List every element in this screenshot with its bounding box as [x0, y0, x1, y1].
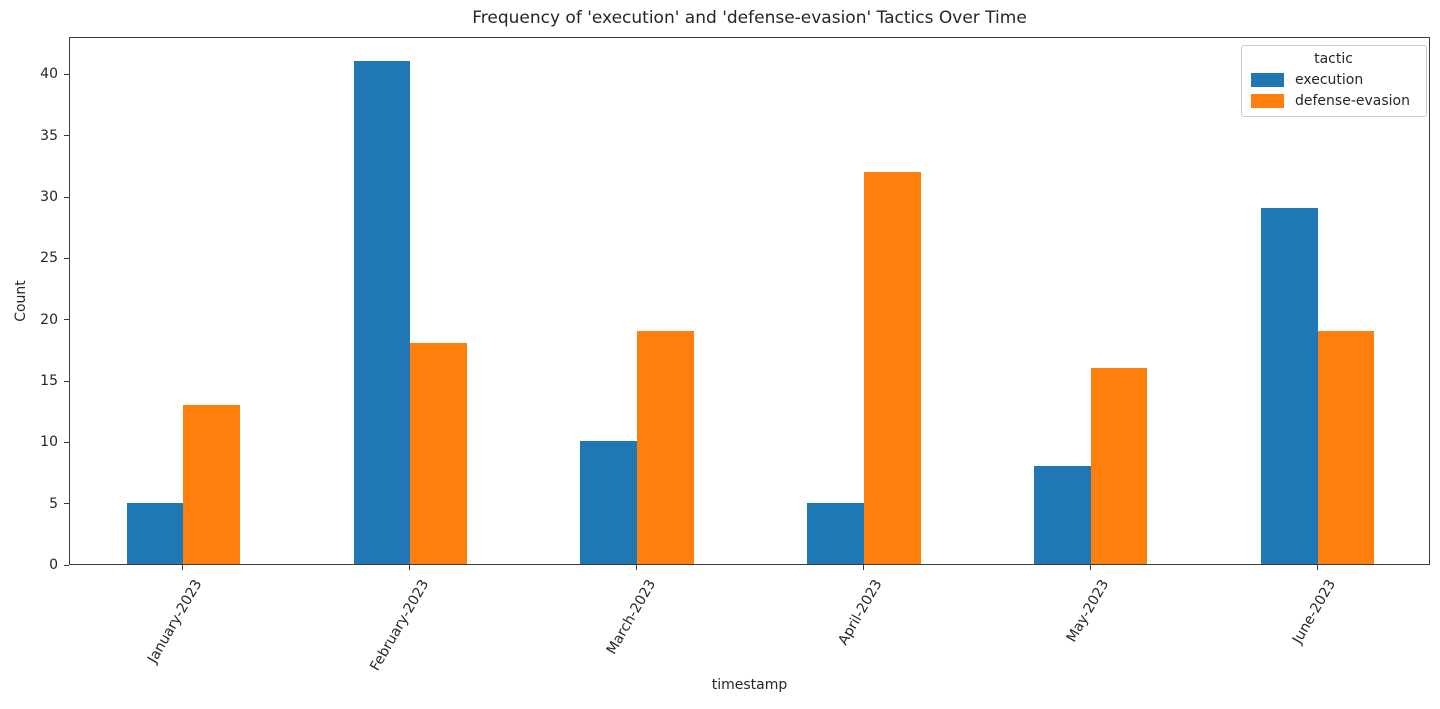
bar-execution-June-2023 [1260, 208, 1318, 564]
bar-execution-March-2023 [580, 441, 638, 564]
x-tick-mark [1316, 565, 1318, 570]
x-tick-label: February-2023 [367, 577, 433, 674]
bar-defense-evasion-May-2023 [1090, 367, 1148, 564]
y-tick-mark [64, 73, 69, 75]
x-tick-mark [182, 565, 184, 570]
legend-swatch-defense-evasion [1251, 94, 1284, 108]
bar-execution-January-2023 [126, 502, 184, 564]
x-tick-mark [409, 565, 411, 570]
y-tick-label: 30 [40, 189, 58, 206]
y-tick-mark [64, 257, 69, 259]
plot-area [69, 37, 1430, 565]
y-tick-label: 0 [49, 557, 58, 573]
bar-execution-April-2023 [807, 502, 864, 564]
y-tick-label: 40 [40, 66, 58, 83]
y-tick-mark [64, 135, 69, 137]
y-tick-mark [64, 441, 69, 443]
legend-swatch-execution [1251, 73, 1284, 87]
y-tick-mark [64, 319, 69, 321]
legend-label: execution [1295, 72, 1364, 88]
y-tick-mark [64, 196, 69, 198]
x-tick-label: June-2023 [1290, 577, 1340, 647]
x-tick-mark [636, 565, 638, 570]
legend-label: defense-evasion [1295, 93, 1410, 109]
y-tick-label: 35 [40, 127, 58, 144]
legend-title: tactic [1314, 51, 1353, 67]
bar-defense-evasion-February-2023 [410, 343, 467, 564]
y-tick-label: 5 [49, 495, 58, 512]
x-tick-label: May-2023 [1064, 577, 1113, 646]
legend: tactic execution defense-evasion [1241, 45, 1427, 117]
y-tick-label: 20 [40, 311, 58, 328]
y-tick-mark [64, 564, 69, 566]
legend-entry-defense-evasion: defense-evasion [1251, 93, 1416, 109]
x-tick-label: March-2023 [603, 577, 659, 658]
x-tick-mark [862, 565, 864, 570]
x-tick-label: April-2023 [835, 577, 886, 648]
bar-defense-evasion-January-2023 [183, 404, 241, 564]
y-tick-label: 25 [40, 250, 58, 267]
chart-title: Frequency of 'execution' and 'defense-ev… [472, 8, 1027, 28]
x-axis-label: timestamp [711, 677, 788, 693]
bar-execution-May-2023 [1034, 465, 1091, 564]
legend-items: execution defense-evasion [1251, 72, 1416, 109]
x-tick-label: January-2023 [144, 577, 206, 666]
legend-entry-execution: execution [1251, 72, 1416, 88]
bar-defense-evasion-March-2023 [637, 330, 694, 564]
bar-defense-evasion-April-2023 [863, 171, 921, 564]
y-tick-mark [64, 503, 69, 505]
bar-defense-evasion-June-2023 [1317, 330, 1375, 564]
x-tick-mark [1089, 565, 1091, 570]
bar-execution-February-2023 [353, 61, 411, 564]
y-tick-label: 10 [40, 434, 58, 451]
y-tick-label: 15 [40, 373, 58, 390]
y-tick-mark [64, 380, 69, 382]
